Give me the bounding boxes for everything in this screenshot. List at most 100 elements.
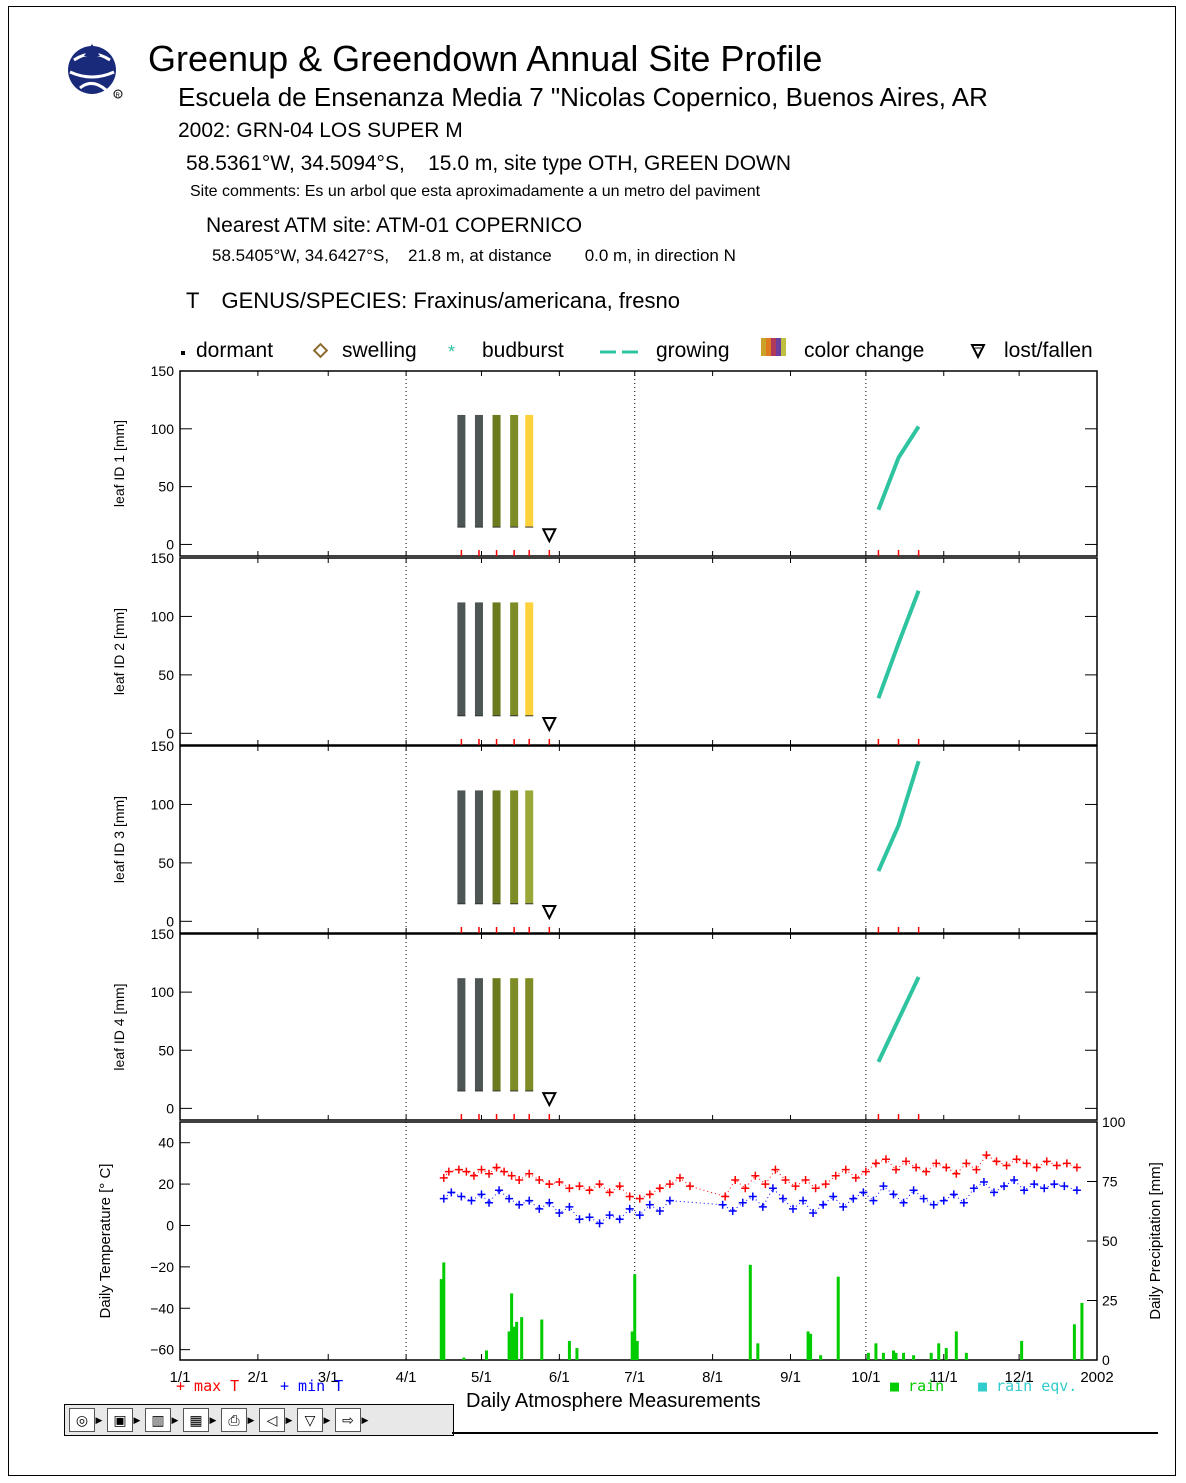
temperature-point [555,1178,564,1187]
rain-bar [630,1331,634,1360]
toolbar-button-8[interactable]: ⇨ [335,1408,361,1432]
temperature-point [645,1190,654,1199]
toolbar-button-3[interactable]: ▥ [145,1408,171,1432]
temperature-point [1050,1180,1059,1189]
y-tick-label: 0 [166,1100,174,1116]
temperature-point [686,1182,695,1191]
min-t-label: + min T [280,1377,343,1395]
temperature-point [1000,1182,1009,1191]
site-coordinates: 58.5361°W, 34.5094°S, 15.0 m, site type … [186,152,792,175]
temperature-point [585,1186,594,1195]
y-axis-label: leaf ID 2 [mm] [111,608,127,695]
rain-bar [462,1357,466,1360]
toolbar-button-4[interactable]: ▦ [183,1408,209,1432]
legend-budburst-marker: * [448,342,455,362]
x-tick-label: 3/1 [318,1369,339,1386]
y-axis-label: leaf ID 1 [mm] [111,420,127,507]
legend-dormant-label: dormant [196,339,274,362]
temperature-point [625,1192,634,1201]
color-change-bar [474,790,483,904]
toolbar-arrow-icon[interactable]: ▶ [285,1414,293,1425]
y-tick-label: 50 [158,855,174,871]
temperature-point [535,1175,544,1184]
y-tick-label: 0 [166,1217,174,1233]
temperature-point [1002,1161,1011,1170]
leaf-panel-frame [179,745,1098,934]
temperature-point [758,1202,767,1211]
legend-dormant-marker [181,351,185,355]
temperature-point [500,1167,509,1176]
toolbar-button-5[interactable]: ⎙ [221,1408,247,1432]
temperature-point [781,1175,790,1184]
rain-eqv-label: ■ rain eqv. [978,1377,1077,1395]
rain-bar [1080,1302,1084,1360]
toolbar-arrow-icon[interactable]: ▶ [171,1414,179,1425]
temperature-point [575,1215,584,1224]
toolbar-arrow-icon[interactable]: ▶ [361,1414,369,1425]
temperature-point [902,1157,911,1166]
x-tick-label: 5/1 [471,1369,492,1386]
toolbar-button-7[interactable]: ▽ [297,1408,323,1432]
temperature-point [881,1155,890,1164]
temperature-point [447,1188,456,1197]
x-tick-label: 7/1 [624,1369,645,1386]
temperature-point [545,1198,554,1207]
temperature-point [565,1202,574,1211]
toolbar-button-1[interactable]: ◎ [69,1408,95,1432]
temperature-point [575,1182,584,1191]
toolbar-arrow-icon[interactable]: ▶ [95,1414,103,1425]
y2-tick-label: 75 [1102,1174,1118,1190]
temperature-point [889,1190,898,1199]
x-tick-label: 2002 [1080,1369,1113,1386]
toolbar-button-2[interactable]: ▣ [107,1408,133,1432]
temperature-point [454,1165,463,1174]
y-tick-label: 100 [151,421,175,437]
toolbar-button-6[interactable]: ◁ [259,1408,285,1432]
toolbar-arrow-icon[interactable]: ▶ [133,1414,141,1425]
temperature-point [728,1206,737,1215]
rain-bar [485,1350,489,1360]
temperature-point [741,1184,750,1193]
rain-bar [944,1348,948,1360]
temperature-point [839,1202,848,1211]
temperature-point [1072,1186,1081,1195]
y2-tick-label: 100 [1102,1114,1126,1130]
temperature-point [748,1192,757,1201]
rain-bar [575,1348,579,1360]
y2-tick-label: 0 [1102,1352,1110,1368]
temperature-point [861,1167,870,1176]
y2-tick-label: 25 [1102,1293,1118,1309]
temperature-point [778,1194,787,1203]
rain-bar [510,1293,514,1360]
rain-bar [929,1352,933,1360]
toolbar-rule [452,1432,1158,1434]
y-tick-label: 0 [166,536,174,552]
temperature-point [485,1198,494,1207]
y-tick-label: −60 [150,1342,174,1358]
growing-line [876,425,921,511]
toolbar-arrow-icon[interactable]: ▶ [247,1414,255,1425]
rain-bar [515,1321,519,1360]
x-tick-label: 6/1 [549,1369,570,1386]
temperature-point [932,1159,941,1168]
temperature-point [495,1186,504,1195]
y-tick-label: 20 [158,1176,174,1192]
y-tick-label: 100 [151,984,175,1000]
color-change-bar [510,978,519,1091]
temperature-point [819,1200,828,1209]
toolbar-arrow-icon[interactable]: ▶ [323,1414,331,1425]
toolbar-arrow-icon[interactable]: ▶ [209,1414,217,1425]
viewer-toolbar: ◎ ▶ ▣ ▶ ▥ ▶ ▦ ▶ ⎙ ▶ ◁ ▶ ▽ ▶ ⇨ ▶ [64,1404,454,1436]
temperature-point [751,1171,760,1180]
color-change-bar [474,414,483,528]
y-tick-label: 40 [158,1135,174,1151]
rain-label: ■ rain [890,1377,944,1395]
rain-bar [912,1355,916,1360]
temperature-point [801,1175,810,1184]
temperature-point [871,1159,880,1168]
temperature-point [444,1167,453,1176]
temperature-point [942,1163,951,1172]
temperature-point [492,1163,501,1172]
temperature-point [821,1180,830,1189]
temperature-point [809,1209,818,1218]
